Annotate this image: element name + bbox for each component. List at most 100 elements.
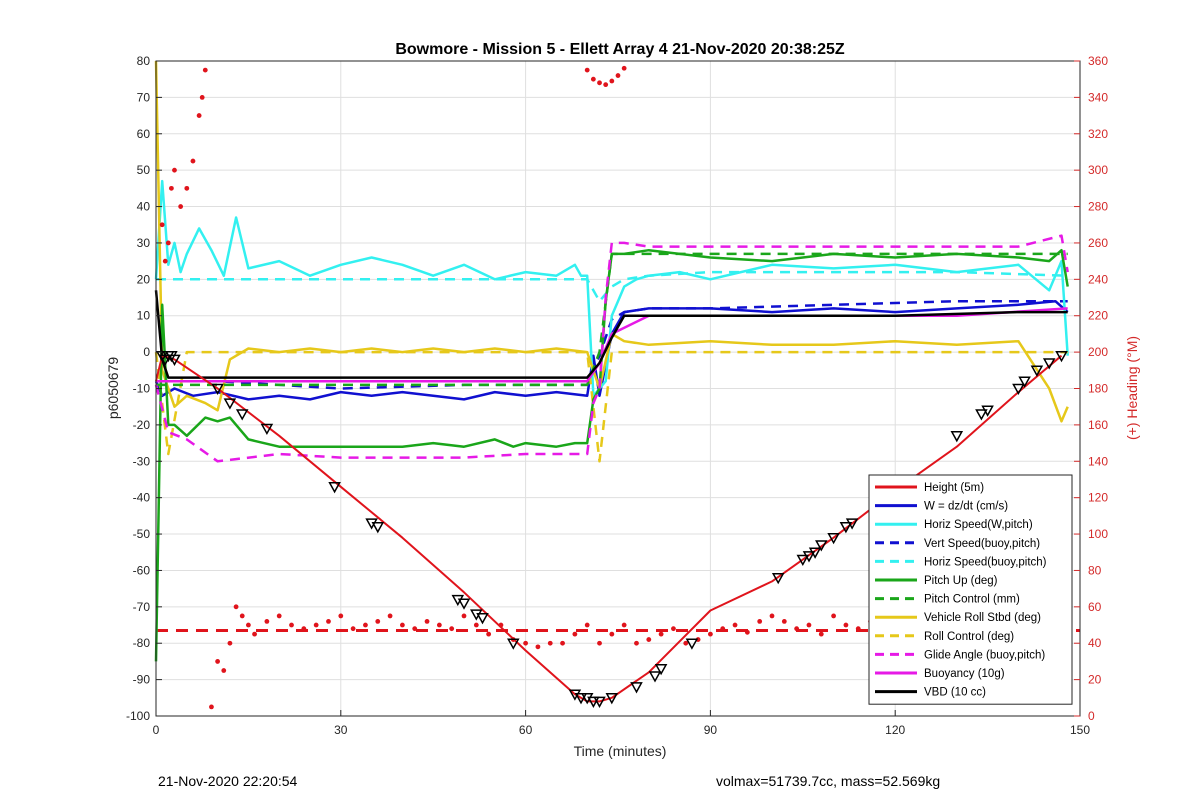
heading-point [227,640,233,646]
y-tick-label: -100 [126,709,150,723]
right-axis-label: (+) Heading (°M) [1124,336,1140,440]
right-tick-label: 100 [1088,527,1108,541]
heading-point [498,622,504,628]
heading-point [363,622,368,628]
x-tick-label: 0 [153,723,160,737]
heading-point [233,604,239,610]
legend-box [868,474,1073,705]
heading-point [658,631,664,637]
heading-point [400,622,405,628]
right-tick-label: 260 [1088,236,1108,250]
footer-timestamp: 21-Nov-2020 22:20:54 [158,773,298,789]
heading-point [597,80,602,86]
heading-point [831,613,836,619]
heading-point [757,618,763,624]
series-line [154,179,1069,398]
height-marker [593,696,606,708]
height-marker [223,398,237,410]
y-tick-label: 40 [137,200,151,214]
heading-point [289,622,294,628]
height-marker-layer [155,350,1068,708]
height-marker [827,532,840,545]
height-marker [235,409,249,421]
height-marker [587,696,600,708]
heading-point [252,631,257,637]
height-marker [839,522,853,534]
heading-point [190,158,196,164]
height-marker [328,482,341,494]
heading-point [162,258,168,264]
heading-point [184,185,190,191]
heading-point [350,626,356,632]
heading-point [671,626,676,632]
heading-point [584,622,590,628]
right-tick-label: 80 [1088,563,1102,577]
legend-label: Horiz Speed(W,pitch) [924,519,1033,531]
series-line [156,252,1068,387]
series-line [154,60,1069,423]
series-line [154,350,1068,463]
heading-point [597,640,602,646]
height-marker [685,638,699,650]
heading-point [424,618,430,624]
height-marker [476,613,489,625]
x-tick-label: 90 [704,723,718,737]
height-marker [771,572,785,585]
right-tick-label: 140 [1088,454,1108,468]
right-tick-label: 200 [1088,345,1108,359]
y-tick-label: 70 [137,90,151,104]
heading-point [720,626,726,632]
y-tick-label: -90 [133,673,151,687]
x-tick-label: 60 [519,723,533,737]
height-marker [975,409,988,421]
heading-point [794,626,800,632]
heading-point [769,613,775,619]
heading-point [818,631,824,637]
height-marker [630,682,643,694]
heading-point [436,622,442,628]
height-marker [168,354,181,366]
heading-point [646,637,652,642]
right-tick-label: 180 [1088,382,1108,396]
x-tick-label: 150 [1070,723,1090,737]
legend-label: Roll Control (deg) [924,631,1014,643]
right-tick-label: 280 [1088,200,1108,214]
right-tick-label: 320 [1088,127,1108,141]
height-marker [654,663,668,676]
y-tick-label: 0 [143,345,150,359]
height-marker [1042,358,1056,370]
height-marker [155,350,169,363]
height-marker [211,383,224,396]
right-tick-label: 360 [1088,54,1108,68]
y-tick-label: -10 [133,382,151,396]
right-tick-label: 0 [1088,709,1095,723]
heading-point [449,626,455,632]
heading-point [169,185,174,191]
y-tick-label: -30 [133,454,151,468]
y-tick-label: 50 [137,163,151,177]
series-line [154,299,1069,401]
heading-point [375,618,381,624]
heading-point [159,222,165,228]
height-marker [802,551,816,563]
right-tick-label: 60 [1088,600,1102,614]
legend-label: Glide Angle (buoy,pitch) [924,649,1045,661]
height-marker [815,540,828,552]
heading-point [246,622,251,628]
heading-point [590,76,596,82]
heading-point [172,167,177,173]
legend-label: W = dz/dt (cm/s) [924,501,1008,513]
y-tick-label: 20 [137,272,151,286]
right-tick-label: 240 [1088,272,1108,286]
height-marker [950,431,964,443]
heading-point [855,626,861,632]
heading-point [732,622,738,628]
height-marker [796,554,810,567]
height-marker [845,518,859,530]
heading-point [326,618,331,624]
heading-point [560,640,565,646]
chart-title: Bowmore - Mission 5 - Ellett Array 4 21-… [395,41,845,58]
y-axis-label: p6050679 [105,357,121,420]
series-line [156,299,1068,390]
